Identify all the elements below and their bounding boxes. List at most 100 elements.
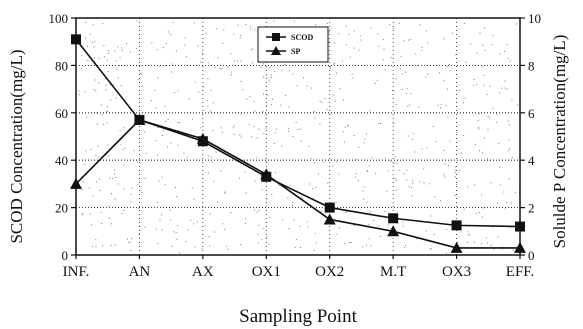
speckle-dot <box>287 197 289 199</box>
legend: SCOD SP <box>257 26 329 63</box>
speckle-dot <box>121 213 123 215</box>
right-tick-label: 0 <box>528 248 535 263</box>
speckle-dot <box>366 133 367 135</box>
speckle-dot <box>126 43 128 45</box>
speckle-dot <box>137 184 139 186</box>
speckle-dot <box>345 212 347 213</box>
speckle-dot <box>221 68 223 70</box>
speckle-dot <box>503 191 505 193</box>
speckle-dot <box>320 210 322 212</box>
speckle-dot <box>193 223 195 225</box>
speckle-dot <box>257 242 259 244</box>
speckle-dot <box>345 44 347 46</box>
speckle-dot <box>416 238 418 240</box>
speckle-dot <box>269 66 271 68</box>
speckle-dot <box>402 221 404 223</box>
speckle-dot <box>362 246 364 248</box>
left-tick-label: 20 <box>55 201 68 216</box>
speckle-dot <box>157 243 159 244</box>
speckle-dot <box>384 157 386 159</box>
speckle-dot <box>405 92 407 94</box>
speckle-dot <box>492 226 494 228</box>
speckle-dot <box>183 152 185 154</box>
speckle-dot <box>285 95 286 97</box>
speckle-dot <box>233 133 235 135</box>
speckle-dot <box>405 71 407 73</box>
speckle-dot <box>449 140 451 142</box>
speckle-dot <box>480 243 482 245</box>
speckle-dot <box>138 79 139 81</box>
speckle-dot <box>240 60 242 62</box>
speckle-dot <box>489 85 491 87</box>
speckle-dot <box>233 33 235 35</box>
speckle-dot <box>444 163 446 165</box>
speckle-dot <box>170 142 172 144</box>
data-point-sp <box>260 168 273 180</box>
speckle-dot <box>393 27 394 29</box>
speckle-dot <box>474 143 476 145</box>
speckle-dot <box>482 66 483 68</box>
speckle-dot <box>81 55 83 57</box>
speckle-dot <box>294 247 296 249</box>
speckle-dot <box>258 224 260 226</box>
speckle-dot <box>212 130 214 132</box>
speckle-dot <box>292 136 294 138</box>
speckle-dot <box>105 84 107 86</box>
speckle-dot <box>185 241 187 242</box>
speckle-dot <box>452 32 454 34</box>
speckle-dot <box>251 48 253 50</box>
data-point-scod <box>451 220 462 231</box>
speckle-dot <box>516 23 518 25</box>
speckle-dot <box>175 187 176 188</box>
speckle-dot <box>212 161 214 163</box>
speckle-dot <box>138 232 140 234</box>
speckle-dot <box>99 178 101 180</box>
speckle-dot <box>455 171 457 173</box>
speckle-dot <box>473 85 475 87</box>
speckle-dot <box>216 28 218 29</box>
x-tick-label: AX <box>192 264 214 280</box>
speckle-dot <box>88 187 90 189</box>
speckle-dot <box>131 187 133 189</box>
speckle-dot <box>432 126 434 127</box>
speckle-dot <box>496 113 497 115</box>
speckle-dot <box>95 90 97 92</box>
speckle-dot <box>184 44 186 46</box>
x-axis-title: Sampling Point <box>239 306 357 327</box>
speckle-dot <box>114 173 115 175</box>
x-tick-label: INF. <box>63 264 90 280</box>
speckle-dot <box>355 159 357 161</box>
speckle-dot <box>128 241 130 243</box>
speckle-dot <box>219 68 221 70</box>
speckle-dot <box>467 231 469 233</box>
speckle-dot <box>191 187 193 189</box>
speckle-dot <box>378 225 380 227</box>
speckle-dot <box>313 249 315 251</box>
speckle-dot <box>288 228 290 230</box>
speckle-dot <box>515 191 516 193</box>
speckle-dot <box>454 169 456 171</box>
speckle-dot <box>96 123 98 125</box>
speckle-dot <box>408 39 409 41</box>
speckle-dot <box>492 35 494 37</box>
series-layer <box>70 34 526 253</box>
speckle-dot <box>427 73 429 75</box>
speckle-dot <box>342 60 343 62</box>
speckle-dot <box>456 183 458 185</box>
speckle-dot <box>220 127 222 129</box>
data-point-sp <box>514 241 526 253</box>
speckle-dot <box>103 56 105 58</box>
speckle-dot <box>316 242 317 244</box>
speckle-dot <box>474 241 475 243</box>
speckle-dot <box>95 154 97 156</box>
speckle-dot <box>473 79 475 81</box>
speckle-dot <box>85 37 87 39</box>
speckle-dot <box>426 30 427 32</box>
speckle-dot <box>202 86 204 88</box>
speckle-dot <box>113 84 115 86</box>
speckle-dot <box>314 162 315 164</box>
series-line-sp <box>75 119 520 249</box>
legend-marker-triangle <box>271 46 281 55</box>
speckle-dot <box>157 201 159 203</box>
speckle-dot <box>310 157 312 159</box>
